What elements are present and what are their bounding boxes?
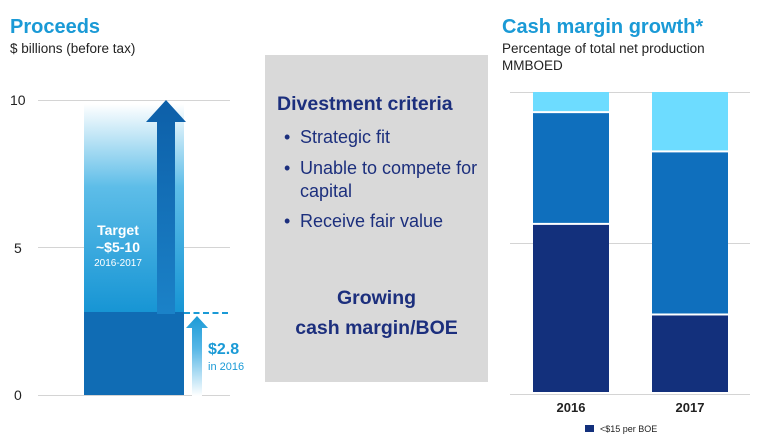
bullet-text: Unable to compete for capital: [300, 158, 478, 201]
bar-2016-segment-top: [533, 92, 609, 112]
cash-margin-unit: MMBOED: [502, 58, 563, 73]
achieved-period: in 2016: [208, 361, 245, 373]
target-range-value: ~$5-10: [96, 239, 140, 255]
bullet-item: • Receive fair value: [284, 210, 480, 233]
category-label-2017: 2017: [675, 400, 705, 415]
bar-2017-segment-top: [652, 92, 728, 151]
legend-swatch: [585, 425, 594, 432]
y-tick-10: 10: [10, 92, 26, 108]
target-period: 2016-2017: [94, 258, 142, 269]
cash-margin-text: cash margin/BOE: [295, 317, 458, 339]
legend-label: <$15 per BOE: [600, 424, 658, 434]
right-gridline: [510, 243, 750, 244]
bullet-item: • Unable to compete for capital: [284, 157, 480, 203]
level-2016-dashed-line: [184, 312, 228, 314]
bar-2016-segment-lowest: [533, 224, 609, 392]
y-tick-0: 0: [14, 387, 22, 403]
proceeds-title: Proceeds: [10, 16, 101, 38]
achieved-arrow-icon: [186, 316, 208, 396]
bullet-item: • Strategic fit: [284, 126, 480, 149]
target-label: Target: [97, 222, 139, 238]
bar-2017-segment-lowest: [652, 315, 728, 392]
cash-margin-subtitle: Percentage of total net production: [502, 41, 705, 56]
category-label-2016: 2016: [556, 400, 586, 415]
cash-margin-bars: [533, 92, 728, 392]
target-growth-arrow-icon: [146, 100, 186, 314]
gridline-10: [38, 100, 230, 101]
bar-2016-segment-middle: [533, 113, 609, 223]
divestment-heading: Divestment criteria: [277, 93, 453, 115]
achieved-value: $2.8: [208, 341, 240, 358]
bar-2017-segment-middle: [652, 152, 728, 314]
growing-text: Growing: [336, 287, 417, 309]
divestment-panel: [265, 55, 488, 382]
proceeds-subtitle: $ billions (before tax): [10, 41, 136, 56]
bullet-text: Receive fair value: [300, 211, 444, 231]
cash-margin-title: Cash margin growth*: [502, 16, 704, 38]
right-gridline: [510, 394, 750, 395]
bullet-text: Strategic fit: [300, 127, 391, 147]
y-tick-5: 5: [14, 240, 22, 256]
gridline-0: [38, 395, 230, 396]
right-gridline: [510, 92, 750, 93]
achieved-2016-bar: [84, 312, 184, 395]
